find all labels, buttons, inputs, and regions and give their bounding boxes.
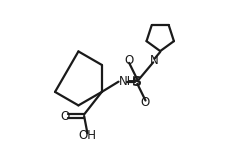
Text: O: O [124, 54, 134, 67]
Text: OH: OH [78, 129, 96, 142]
Text: S: S [132, 75, 142, 89]
Text: NH: NH [119, 75, 137, 88]
Text: O: O [61, 110, 70, 123]
Text: N: N [150, 54, 159, 67]
Text: O: O [141, 97, 150, 109]
